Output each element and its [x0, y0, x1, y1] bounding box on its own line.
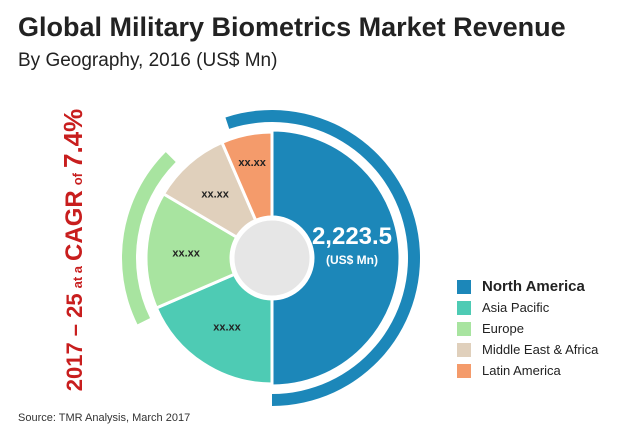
center-value: 2,223.5 — [312, 223, 392, 250]
legend-swatch — [457, 279, 471, 294]
cagr-label: CAGR — [61, 190, 88, 261]
chart-legend: North America Asia Pacific Europe Middle… — [457, 276, 598, 381]
legend-item-north-america: North America — [457, 276, 598, 297]
cagr-vertical-label: 2017 – 25 at a CAGR of 7.4% — [58, 109, 88, 392]
cagr-period: 2017 – 25 — [62, 293, 87, 391]
legend-swatch — [457, 342, 471, 357]
chart-subtitle: By Geography, 2016 (US$ Mn) — [18, 50, 278, 71]
cagr-of: of — [70, 172, 85, 185]
legend-item-latin-america: Latin America — [457, 360, 598, 381]
legend-label: Latin America — [482, 363, 561, 378]
legend-swatch — [457, 321, 471, 336]
europe-highlight-arc — [122, 152, 176, 325]
legend-label: Europe — [482, 321, 524, 336]
cagr-value: 7.4% — [58, 109, 88, 168]
slice-label-middle-east-africa: xx.xx — [201, 188, 229, 200]
slice-label-latin-america: xx.xx — [238, 157, 266, 169]
legend-item-middle-east-africa: Middle East & Africa — [457, 339, 598, 360]
center-unit: (US$ Mn) — [326, 253, 378, 267]
legend-swatch — [457, 300, 471, 315]
cagr-at-a: at a — [70, 265, 85, 288]
legend-swatch — [457, 363, 471, 378]
legend-label: Middle East & Africa — [482, 342, 599, 357]
source-note: Source: TMR Analysis, March 2017 — [18, 412, 191, 424]
slice-label-europe: xx.xx — [172, 248, 200, 260]
center-hole — [229, 215, 315, 301]
legend-label: North America — [482, 278, 585, 295]
chart-title: Global Military Biometrics Market Revenu… — [18, 12, 566, 42]
legend-item-europe: Europe — [457, 318, 598, 339]
legend-label: Asia Pacific — [482, 300, 550, 315]
legend-item-asia-pacific: Asia Pacific — [457, 297, 598, 318]
slice-label-asia-pacific: xx.xx — [213, 322, 241, 334]
